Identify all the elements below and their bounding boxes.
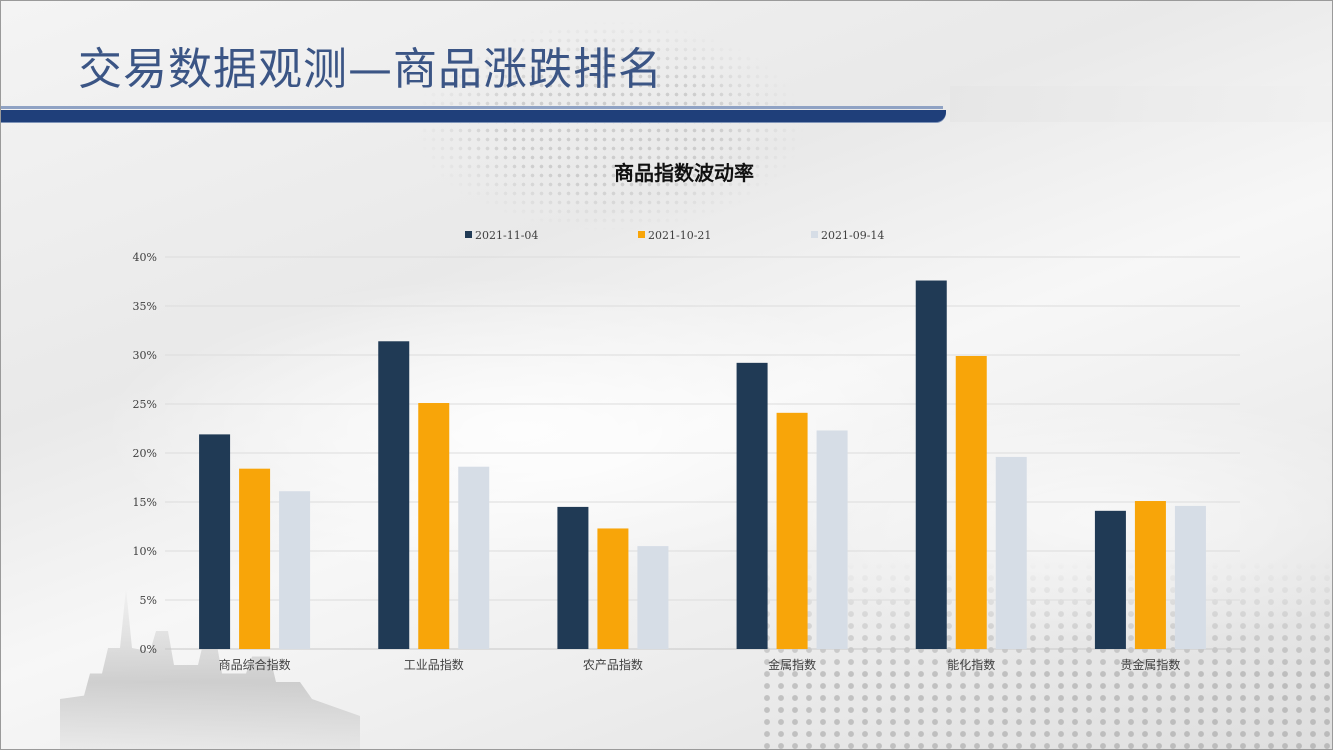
- y-axis-ticks: 0% 5% 10% 15% 20% 25% 30% 35% 40%: [133, 251, 157, 656]
- y-tick-label: 35%: [133, 300, 157, 313]
- y-tick-label: 40%: [133, 251, 157, 264]
- legend-label: 2021-10-21: [648, 229, 711, 242]
- chart-title: 商品指数波动率: [614, 161, 754, 185]
- x-tick-label: 农产品指数: [583, 657, 643, 672]
- bar: [199, 434, 231, 649]
- bar: [279, 491, 311, 649]
- bar: [1094, 510, 1126, 649]
- y-tick-label: 15%: [133, 496, 157, 509]
- x-tick-label: 金属指数: [768, 657, 816, 672]
- y-tick-label: 20%: [133, 447, 157, 460]
- bar: [637, 546, 669, 649]
- title-underline-bar: [0, 110, 946, 122]
- y-tick-label: 0%: [140, 643, 157, 656]
- bar: [239, 468, 271, 649]
- legend-label: 2021-09-14: [821, 229, 884, 242]
- bar: [458, 466, 490, 649]
- dotted-floor-decoration: [760, 560, 1333, 750]
- title-band-right: [950, 86, 1333, 122]
- bar: [1134, 501, 1166, 649]
- bar: [418, 403, 450, 649]
- bar: [915, 280, 947, 649]
- bar: [736, 362, 768, 649]
- x-tick-label: 工业品指数: [404, 657, 464, 672]
- bar: [1174, 505, 1206, 649]
- bar: [776, 412, 808, 649]
- chart-legend: 2021-11-04 2021-10-21 2021-09-14: [465, 229, 884, 242]
- x-tick-label: 能化指数: [947, 657, 995, 672]
- legend-swatch: [638, 231, 645, 238]
- legend-label: 2021-11-04: [475, 229, 538, 242]
- y-tick-label: 30%: [133, 349, 157, 362]
- bar: [557, 506, 589, 649]
- y-tick-label: 25%: [133, 398, 157, 411]
- x-tick-label: 商品综合指数: [219, 657, 291, 672]
- bar: [955, 355, 987, 649]
- x-axis-labels: 商品综合指数 工业品指数 农产品指数 金属指数 能化指数 贵金属指数: [219, 657, 1181, 672]
- bar: [597, 528, 629, 649]
- bar: [995, 456, 1027, 649]
- title-underline-light: [0, 106, 943, 109]
- bar: [378, 341, 410, 649]
- bar: [816, 430, 848, 649]
- x-tick-label: 贵金属指数: [1120, 657, 1180, 672]
- y-tick-label: 10%: [133, 545, 157, 558]
- chart-gridlines: [165, 256, 1240, 650]
- legend-swatch: [811, 231, 818, 238]
- chart-bars: [199, 280, 1206, 649]
- legend-swatch: [465, 231, 472, 238]
- page-title: 交易数据观测—商品涨跌排名: [78, 44, 663, 95]
- world-map-dots: [330, 0, 890, 280]
- y-tick-label: 5%: [140, 594, 157, 607]
